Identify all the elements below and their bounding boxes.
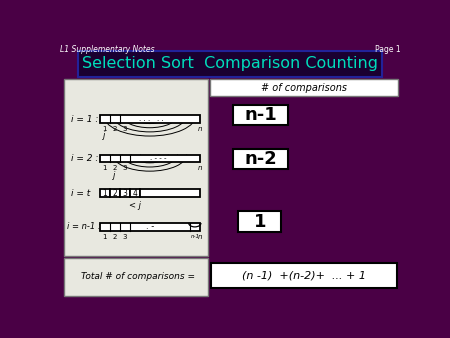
FancyBboxPatch shape [233,105,288,125]
Bar [130,189,140,197]
Bar [120,189,130,197]
FancyBboxPatch shape [233,149,288,169]
Bar [100,154,200,162]
Text: 2: 2 [112,126,117,132]
Text: . -: . - [146,222,154,232]
Bar [100,115,200,123]
Text: Total # of comparisons =: Total # of comparisons = [81,272,195,282]
Text: 1: 1 [102,165,107,171]
Text: 3: 3 [122,126,126,132]
Text: 3: 3 [122,234,126,240]
Text: 1: 1 [254,213,266,231]
FancyBboxPatch shape [210,79,398,96]
FancyBboxPatch shape [211,263,397,288]
Text: . - - -: . - - - [149,155,166,161]
Text: . . .   . .: . . . . . [140,116,164,122]
Text: j: j [113,171,116,180]
Text: # of comparisons: # of comparisons [261,82,347,93]
Text: i = 1 :: i = 1 : [71,115,99,124]
Text: 2: 2 [112,234,117,240]
Text: n: n [198,126,202,132]
Text: L1 Supplementary Notes: L1 Supplementary Notes [60,45,155,54]
Text: 2: 2 [112,165,117,171]
Text: 1: 1 [102,234,107,240]
Text: n-1: n-1 [190,234,199,239]
Text: Page 1: Page 1 [375,45,401,54]
Bar [100,189,110,197]
Text: 2: 2 [112,189,117,197]
Text: n: n [198,165,202,171]
Text: 3: 3 [122,165,126,171]
Text: 1: 1 [102,189,107,197]
Text: Selection Sort  Comparison Counting: Selection Sort Comparison Counting [82,56,378,71]
Text: n: n [198,234,202,240]
Text: n-1: n-1 [244,106,277,124]
Text: < j: < j [129,201,141,210]
Bar [63,79,207,256]
FancyBboxPatch shape [78,51,382,77]
Text: (n -1)  +(n-2)+  ... + 1: (n -1) +(n-2)+ ... + 1 [242,270,366,281]
Bar [63,258,207,296]
Bar [110,189,120,197]
Text: n-2: n-2 [244,150,277,168]
Text: 3: 3 [122,189,127,197]
FancyBboxPatch shape [238,212,281,232]
Text: 4: 4 [132,189,137,197]
Text: i = 2 :: i = 2 : [71,154,99,163]
Text: i = n-1 :: i = n-1 : [67,222,100,232]
Text: j: j [103,131,106,140]
Bar [140,189,200,197]
Text: i = t: i = t [71,189,90,197]
Bar [100,223,200,231]
Text: 1: 1 [102,126,107,132]
